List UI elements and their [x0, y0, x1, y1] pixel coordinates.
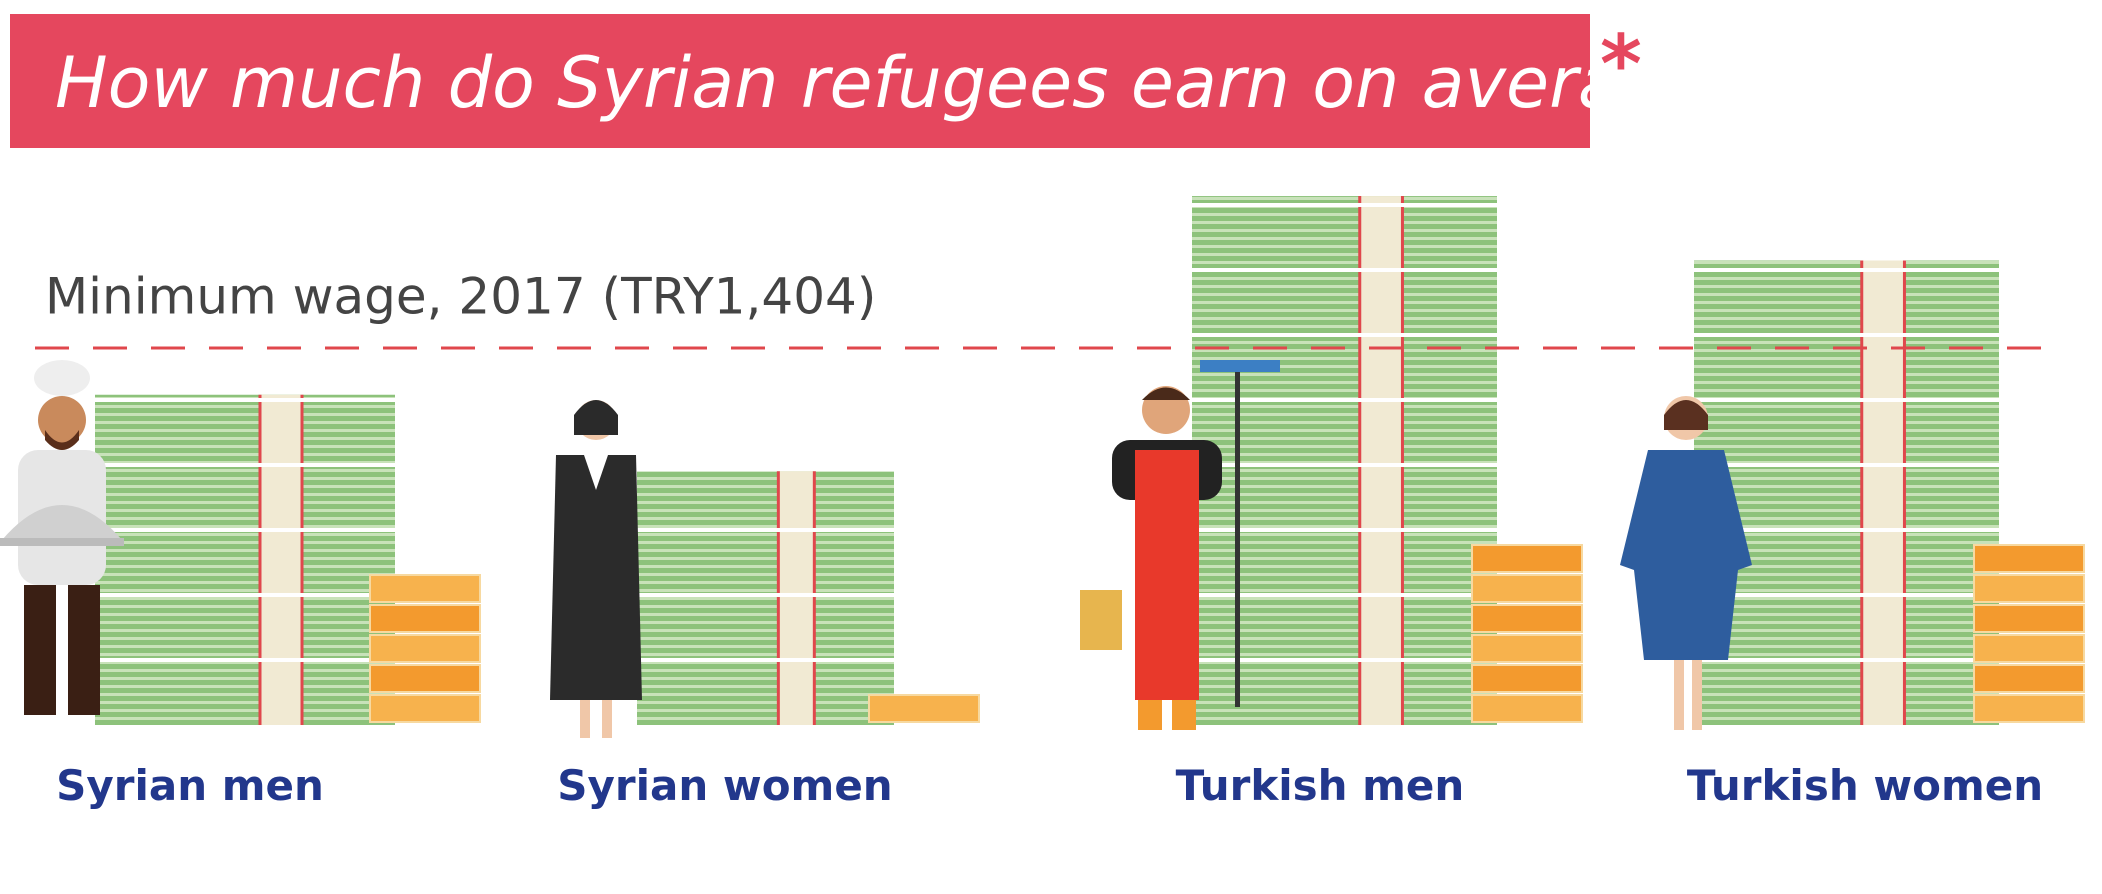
bundle-gap	[1694, 658, 1999, 662]
coin-pile	[1471, 694, 1583, 723]
bundle-gap	[1694, 528, 1999, 532]
figure-worker	[1080, 360, 1280, 730]
coin-pile	[1471, 664, 1583, 693]
coin-pile	[1973, 544, 2085, 573]
category-label: Syrian women	[557, 761, 892, 810]
coin-pile	[369, 604, 481, 633]
bar	[637, 471, 894, 725]
coin-pile	[1471, 544, 1583, 573]
bundle-gap	[1694, 593, 1999, 597]
tl-band	[1359, 196, 1403, 725]
stacks	[95, 196, 2085, 725]
tl-band	[260, 394, 302, 725]
bundle-gap	[1694, 268, 1999, 272]
bundle-gap	[95, 463, 395, 467]
bundle-gap	[637, 528, 894, 532]
chart-title: How much do Syrian refugees earn on aver…	[55, 42, 1745, 124]
bar	[95, 394, 395, 725]
figure-woman-coat	[1620, 396, 1752, 730]
coin-pile	[1973, 574, 2085, 603]
figure-woman	[550, 400, 642, 738]
bundle-gap	[637, 593, 894, 597]
bundle-gap	[1694, 398, 1999, 402]
bundle-gap	[1192, 203, 1497, 207]
bundle-gap	[1192, 463, 1497, 467]
coin-pile	[369, 664, 481, 693]
bundle-gap	[1694, 463, 1999, 467]
category-label: Syrian men	[56, 761, 324, 810]
bundle-gap	[95, 593, 395, 597]
coin-pile	[1973, 694, 2085, 723]
bundle-gap	[1192, 658, 1497, 662]
bundle-gap	[1192, 398, 1497, 402]
coin-pile	[1973, 664, 2085, 693]
coin-pile	[1471, 604, 1583, 633]
bundle-gap	[95, 528, 395, 532]
category-label: Turkish women	[1687, 761, 2043, 810]
bundle-gap	[1192, 333, 1497, 337]
coin-pile	[868, 694, 980, 723]
annotation: *	[1600, 18, 1642, 111]
coin-pile	[369, 634, 481, 663]
coin-pile	[1471, 574, 1583, 603]
bundle-gap	[1192, 593, 1497, 597]
coin-pile	[369, 694, 481, 723]
bundle-gap	[637, 658, 894, 662]
bundle-gap	[95, 398, 395, 402]
bar	[1192, 196, 1497, 725]
category-label: Turkish men	[1176, 761, 1465, 810]
bundle-gap	[1192, 528, 1497, 532]
figures	[0, 360, 1752, 738]
bundle-gap	[1192, 268, 1497, 272]
bundle-gap	[95, 658, 395, 662]
coin-pile	[1471, 634, 1583, 663]
coin-pile	[1973, 604, 2085, 633]
bundle-gap	[1694, 333, 1999, 337]
coin-pile	[369, 574, 481, 603]
reference-label: Minimum wage, 2017 (TRY1,404)	[45, 268, 876, 326]
title-banner	[10, 14, 1590, 148]
tl-band	[778, 471, 815, 725]
coin-pile	[1973, 634, 2085, 663]
figure-chef	[0, 360, 124, 715]
bar	[1694, 260, 1999, 725]
tl-band	[1861, 260, 1905, 725]
